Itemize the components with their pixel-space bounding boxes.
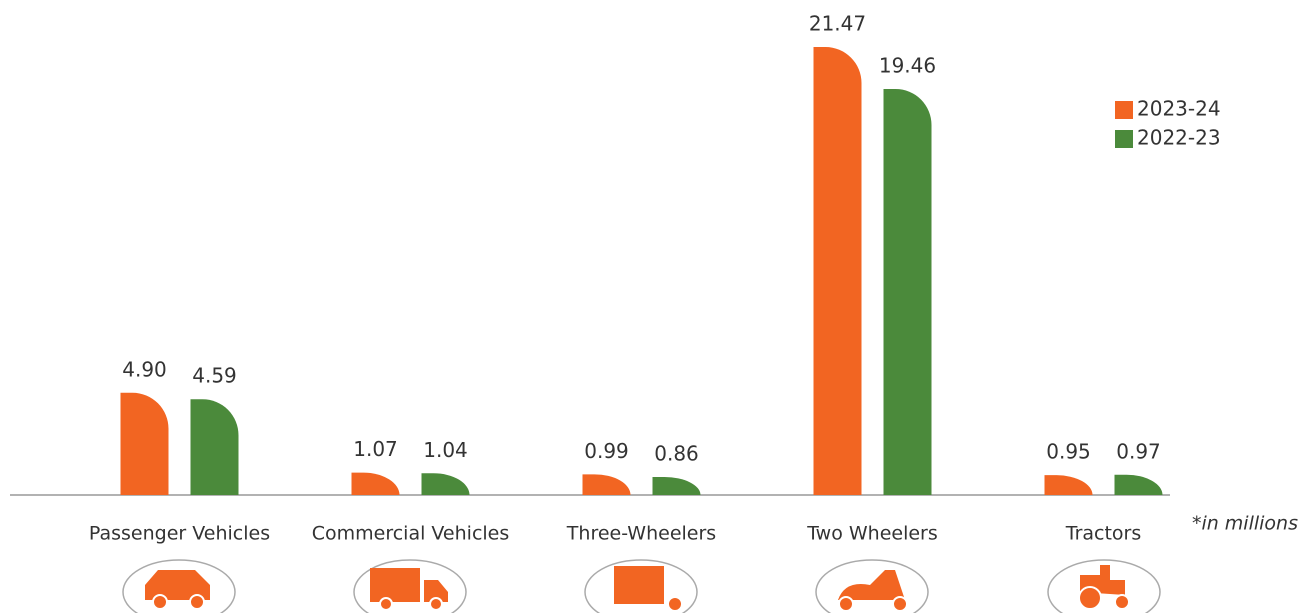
bar bbox=[190, 399, 239, 495]
legend-swatch bbox=[1115, 130, 1133, 148]
car-icon bbox=[145, 570, 210, 600]
bar bbox=[813, 47, 862, 495]
auto-icon bbox=[614, 566, 664, 604]
value-label: 0.97 bbox=[1116, 439, 1161, 463]
wheel bbox=[1114, 594, 1130, 610]
value-label: 1.07 bbox=[353, 437, 398, 461]
value-label: 4.90 bbox=[122, 357, 167, 381]
value-label: 0.95 bbox=[1046, 440, 1091, 464]
wheel bbox=[379, 597, 393, 611]
wheel bbox=[429, 597, 443, 611]
bar bbox=[883, 88, 932, 495]
truck-icon bbox=[370, 568, 448, 602]
wheel bbox=[892, 596, 908, 612]
legend-label: 2023-24 bbox=[1137, 97, 1221, 121]
value-label: 21.47 bbox=[809, 12, 866, 36]
x-tick-label: Commercial Vehicles bbox=[312, 523, 510, 545]
bar bbox=[351, 472, 400, 495]
icon-frame bbox=[584, 559, 698, 613]
icon-frame bbox=[122, 559, 236, 613]
value-label: 19.46 bbox=[879, 53, 936, 77]
bar bbox=[582, 474, 631, 495]
value-label: 0.99 bbox=[584, 439, 629, 463]
value-label: 4.59 bbox=[192, 364, 237, 388]
bar bbox=[1044, 475, 1093, 495]
wheel bbox=[189, 594, 205, 610]
bar bbox=[652, 477, 701, 495]
icon-frame bbox=[1047, 559, 1161, 613]
wheel bbox=[667, 596, 683, 612]
icon-shapes bbox=[145, 565, 1130, 612]
wheel bbox=[838, 596, 854, 612]
bar bbox=[1114, 474, 1163, 495]
value-label: 1.04 bbox=[423, 438, 468, 462]
x-tick-label: Three-Wheelers bbox=[566, 523, 716, 545]
icon-frame bbox=[815, 559, 929, 613]
x-tick-label: Two Wheelers bbox=[806, 523, 938, 545]
unit-note: *in millions bbox=[1192, 513, 1298, 535]
x-tick-label: Tractors bbox=[1065, 523, 1142, 545]
wheel bbox=[1078, 586, 1102, 610]
icon-frame bbox=[353, 559, 467, 613]
value-label: 0.86 bbox=[654, 442, 699, 466]
legend-swatch bbox=[1115, 101, 1133, 119]
bar bbox=[421, 473, 470, 495]
bar bbox=[120, 392, 169, 495]
scooter-icon bbox=[838, 570, 905, 600]
x-tick-label: Passenger Vehicles bbox=[89, 523, 270, 545]
legend-label: 2022-23 bbox=[1137, 126, 1221, 150]
wheel bbox=[152, 594, 168, 610]
icons bbox=[122, 559, 1161, 613]
